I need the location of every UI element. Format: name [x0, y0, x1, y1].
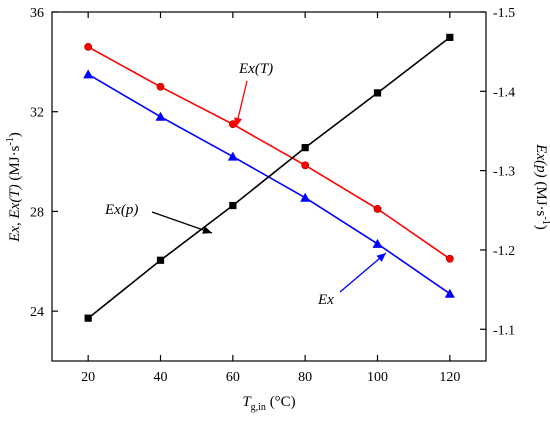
- series-ex-t: [84, 43, 454, 263]
- x-tick-label: 100: [367, 370, 388, 385]
- y-left-tick-label: 24: [30, 305, 44, 320]
- data-point: [155, 111, 166, 121]
- axis-labels: Tg,in (°C)Ex, Ex(T) (MJ·s-1)Ex(p) (MJ·s-…: [5, 132, 550, 413]
- y-left-tick-label: 36: [30, 6, 44, 21]
- annotation-layer: Ex(T) Ex(p) Ex: [104, 61, 387, 308]
- annotation-arrow-shaft: [151, 211, 213, 234]
- data-point: [446, 33, 454, 41]
- label-part: (°C): [266, 394, 296, 410]
- y-left-tick-label: 28: [30, 205, 44, 220]
- series-line: [87, 36, 451, 319]
- y-left-tick-label: 32: [30, 106, 44, 121]
- data-point: [301, 144, 309, 152]
- data-point: [227, 151, 238, 161]
- y-right-tick-label: -1.2: [493, 244, 515, 259]
- label-part: -1: [540, 216, 550, 224]
- y-right-tick-label: -1.1: [493, 323, 515, 338]
- label-part: g,in: [251, 402, 266, 413]
- annotation-arrow-head: [376, 253, 386, 262]
- x-tick-label: 60: [226, 370, 240, 385]
- series-ex: [83, 69, 455, 298]
- data-point: [83, 69, 94, 79]
- series-layer: [83, 33, 455, 322]
- x-tick-label: 40: [154, 370, 168, 385]
- data-point: [373, 89, 382, 97]
- x-tick-label: 20: [81, 370, 95, 385]
- label-part: Ex(p): [533, 143, 549, 177]
- data-point: [84, 314, 92, 322]
- annotation-ex-t: Ex(T): [238, 61, 273, 77]
- data-point: [300, 192, 311, 202]
- data-point: [373, 205, 382, 213]
- label-part: -1: [5, 137, 16, 145]
- data-point: [444, 288, 455, 298]
- y-right-tick-label: -1.5: [493, 6, 515, 21]
- label-part: (MJ·s: [533, 178, 549, 217]
- series-line: [87, 46, 451, 260]
- x-axis-title: Tg,in (°C): [242, 394, 295, 413]
- annotation-arrow-head: [202, 226, 212, 234]
- annotation-ex: Ex: [317, 292, 334, 308]
- label-part: T: [242, 394, 252, 410]
- y-right-tick-label: -1.4: [493, 85, 515, 100]
- plot-frame: [51, 11, 487, 362]
- annotation-arrow-shaft: [339, 252, 387, 293]
- y-right-tick-label: -1.3: [493, 165, 515, 180]
- label-part: ): [7, 132, 23, 137]
- y-right-axis-title: Ex(p) (MJ·s-1): [533, 143, 550, 229]
- data-point: [372, 238, 383, 248]
- label-part: Ex, Ex(T): [7, 184, 23, 242]
- data-point: [301, 161, 310, 170]
- label-part: ): [533, 225, 549, 230]
- series-ex-p: [84, 33, 454, 322]
- axis-ticks: 20 40 60 80 100 120 24 28 32 36 -1.1 -1.2 -1.3 -1.4 -1…: [30, 6, 515, 385]
- y-left-axis-title: Ex, Ex(T) (MJ·s-1): [5, 132, 23, 243]
- x-tick-label: 80: [298, 370, 312, 385]
- data-point: [229, 201, 237, 210]
- data-point: [156, 256, 165, 264]
- annotation-arrow-head: [234, 117, 242, 127]
- data-point: [84, 43, 93, 51]
- data-point: [445, 254, 454, 263]
- label-part: (MJ·s: [7, 145, 23, 184]
- series-line: [87, 73, 451, 295]
- data-point: [156, 82, 165, 91]
- x-tick-label: 120: [439, 370, 460, 385]
- annotation-ex-p: Ex(p): [104, 202, 138, 218]
